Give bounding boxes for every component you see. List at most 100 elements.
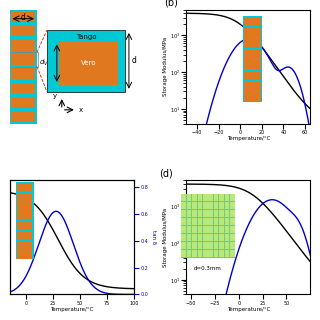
Bar bbox=[230, 218, 235, 225]
Bar bbox=[219, 194, 224, 201]
Bar bbox=[219, 218, 224, 225]
Bar bbox=[203, 202, 208, 209]
Bar bbox=[187, 210, 191, 217]
Bar bbox=[219, 250, 224, 257]
Bar bbox=[203, 250, 208, 257]
Bar bbox=[203, 194, 208, 201]
Bar bbox=[12, 11, 35, 22]
Text: $d_V$: $d_V$ bbox=[39, 58, 49, 68]
Bar bbox=[16, 230, 34, 240]
Bar bbox=[219, 242, 224, 249]
Text: Vero: Vero bbox=[81, 60, 96, 66]
Text: y: y bbox=[53, 93, 57, 99]
Y-axis label: tan δ: tan δ bbox=[151, 230, 156, 244]
Bar bbox=[230, 250, 235, 257]
Bar bbox=[10, 10, 37, 124]
Bar bbox=[192, 218, 197, 225]
Bar bbox=[47, 30, 125, 92]
Bar bbox=[214, 226, 219, 233]
Bar bbox=[192, 202, 197, 209]
Bar bbox=[192, 226, 197, 233]
X-axis label: Temperature/°C: Temperature/°C bbox=[227, 136, 270, 141]
Y-axis label: Storage Modulus/MPa: Storage Modulus/MPa bbox=[163, 37, 168, 96]
Bar bbox=[192, 234, 197, 241]
Bar bbox=[208, 250, 213, 257]
Bar bbox=[243, 27, 262, 38]
Bar bbox=[197, 194, 202, 201]
Bar bbox=[197, 250, 202, 257]
Text: (b): (b) bbox=[164, 0, 178, 7]
Bar bbox=[16, 221, 34, 230]
X-axis label: Temperature/°C: Temperature/°C bbox=[227, 307, 270, 312]
Bar bbox=[12, 111, 35, 122]
Bar bbox=[12, 68, 35, 79]
Bar bbox=[214, 242, 219, 249]
Bar bbox=[243, 59, 262, 70]
Bar bbox=[16, 192, 34, 202]
Bar bbox=[17, 221, 32, 230]
Bar bbox=[181, 226, 186, 233]
Bar bbox=[187, 218, 191, 225]
Bar bbox=[203, 218, 208, 225]
Bar bbox=[225, 218, 229, 225]
Text: (d): (d) bbox=[159, 168, 172, 178]
Bar bbox=[244, 17, 261, 26]
Bar bbox=[181, 250, 186, 257]
Bar bbox=[244, 92, 261, 102]
Bar bbox=[243, 81, 262, 92]
Bar bbox=[208, 226, 213, 233]
Bar bbox=[225, 242, 229, 249]
Text: Tango: Tango bbox=[76, 34, 96, 40]
Bar bbox=[197, 242, 202, 249]
Bar bbox=[17, 183, 32, 191]
Bar bbox=[16, 202, 34, 211]
Bar bbox=[244, 49, 261, 59]
Bar bbox=[187, 194, 191, 201]
Bar bbox=[208, 218, 213, 225]
Bar bbox=[197, 202, 202, 209]
Bar bbox=[243, 70, 262, 81]
Bar bbox=[12, 26, 35, 36]
Bar bbox=[230, 210, 235, 217]
Bar bbox=[208, 202, 213, 209]
Bar bbox=[192, 210, 197, 217]
Bar bbox=[181, 218, 186, 225]
Bar bbox=[16, 211, 34, 221]
Bar bbox=[219, 210, 224, 217]
Bar bbox=[243, 92, 262, 102]
Bar bbox=[225, 210, 229, 217]
Text: d: d bbox=[21, 13, 26, 22]
Bar bbox=[181, 234, 186, 241]
Bar bbox=[12, 40, 35, 51]
Bar bbox=[192, 242, 197, 249]
Bar bbox=[187, 226, 191, 233]
Bar bbox=[197, 210, 202, 217]
Bar bbox=[17, 241, 32, 249]
Bar bbox=[16, 250, 34, 259]
Bar bbox=[214, 210, 219, 217]
Bar bbox=[225, 202, 229, 209]
Bar bbox=[219, 234, 224, 241]
Bar bbox=[214, 250, 219, 257]
Bar bbox=[214, 202, 219, 209]
Bar bbox=[203, 226, 208, 233]
Text: d: d bbox=[132, 56, 136, 65]
Bar bbox=[225, 226, 229, 233]
Y-axis label: Storage Modulus/MPa: Storage Modulus/MPa bbox=[163, 208, 168, 267]
Bar bbox=[16, 240, 34, 250]
Bar bbox=[59, 42, 118, 85]
Bar bbox=[192, 250, 197, 257]
Bar bbox=[203, 234, 208, 241]
Bar bbox=[219, 226, 224, 233]
Bar bbox=[244, 81, 261, 91]
Bar bbox=[244, 70, 261, 80]
Bar bbox=[187, 234, 191, 241]
Bar bbox=[197, 226, 202, 233]
Bar bbox=[230, 234, 235, 241]
Bar bbox=[225, 194, 229, 201]
Text: x: x bbox=[79, 107, 83, 113]
Bar bbox=[8, 52, 38, 67]
Bar bbox=[197, 218, 202, 225]
Bar bbox=[230, 202, 235, 209]
Bar bbox=[243, 48, 262, 59]
